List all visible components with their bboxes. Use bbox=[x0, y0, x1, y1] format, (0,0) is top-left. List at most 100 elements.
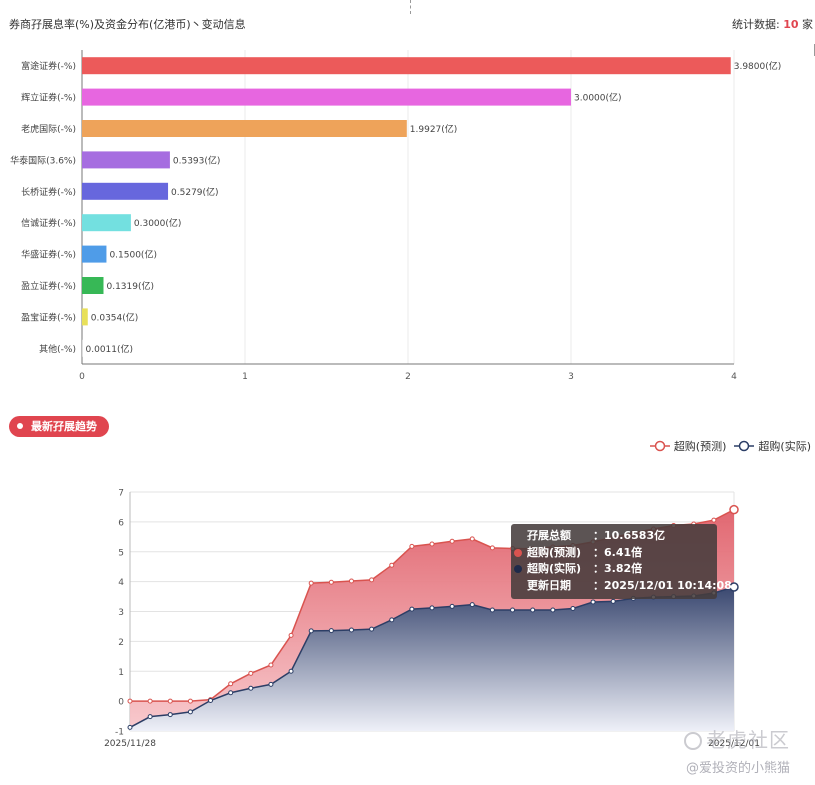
latest-trend-badge[interactable]: 最新孖展趋势 bbox=[9, 416, 109, 437]
actual-point bbox=[729, 582, 739, 592]
bar-value-label: 0.3000(亿) bbox=[134, 217, 182, 229]
category-label: 富途证券(-%) bbox=[21, 60, 76, 72]
y-tick-label: 7 bbox=[118, 489, 124, 499]
y-tick-label: 0 bbox=[118, 698, 124, 708]
tooltip-forecast-dot-icon bbox=[514, 548, 522, 557]
forecast-point bbox=[489, 545, 495, 551]
forecast-point bbox=[469, 536, 475, 542]
actual-point bbox=[489, 607, 495, 613]
category-label: 盈宝证券(-%) bbox=[21, 311, 76, 323]
bar-value-label: 0.5393(亿) bbox=[173, 154, 221, 166]
x-tick-label: 4 bbox=[731, 372, 737, 382]
bar bbox=[82, 182, 169, 200]
actual-point bbox=[530, 607, 536, 613]
bar-value-label: 0.1500(亿) bbox=[109, 249, 157, 261]
actual-point bbox=[208, 698, 214, 704]
tooltip-row-forecast: 超购(预测) ：6.41倍 bbox=[511, 545, 717, 562]
category-label: 盈立证券(-%) bbox=[21, 280, 76, 292]
tooltip-actual-dot-icon bbox=[514, 565, 522, 573]
category-label: 辉立证券(-%) bbox=[21, 92, 76, 104]
bar bbox=[82, 245, 107, 263]
tooltip-label: 孖展总额 bbox=[527, 529, 571, 542]
category-label: 华盛证券(-%) bbox=[21, 249, 76, 261]
legend-item-forecast[interactable]: 超购(预测) bbox=[649, 438, 727, 454]
actual-point bbox=[570, 606, 576, 612]
y-tick-label: 2 bbox=[118, 638, 124, 648]
stats-unit: 家 bbox=[802, 18, 813, 31]
tooltip-actual-value: 3.82倍 bbox=[604, 562, 643, 575]
forecast-point bbox=[127, 698, 133, 704]
bar-chart-title: 券商孖展息率(%)及资金分布(亿港币)丶变动信息 bbox=[9, 18, 246, 31]
tooltip-total-value: 10.6583亿 bbox=[604, 529, 666, 542]
forecast-point bbox=[167, 698, 173, 704]
tooltip-value: ：2025/12/01 10:14:08 bbox=[593, 578, 732, 595]
tooltip-value: ：3.82倍 bbox=[593, 561, 642, 578]
y-tick-label: 3 bbox=[118, 608, 124, 618]
latest-trend-label: 最新孖展趋势 bbox=[31, 420, 97, 433]
category-label: 长桥证券(-%) bbox=[21, 186, 76, 198]
forecast-point bbox=[729, 504, 739, 515]
forecast-point bbox=[248, 670, 254, 676]
watermark-community-text: 老虎社区 bbox=[706, 728, 790, 752]
bar-value-label: 0.5279(亿) bbox=[171, 186, 219, 198]
bar-value-label: 0.0354(亿) bbox=[91, 311, 139, 323]
actual-point bbox=[510, 607, 516, 613]
forecast-point bbox=[328, 579, 334, 585]
actual-point bbox=[147, 714, 153, 720]
forecast-point bbox=[429, 541, 435, 547]
tooltip-sep: ： bbox=[593, 545, 604, 559]
x-end-label: 2025/12/01 bbox=[708, 739, 760, 749]
actual-point bbox=[590, 599, 596, 605]
bar-value-label: 3.9800(亿) bbox=[734, 60, 782, 72]
tooltip-sep: ： bbox=[593, 562, 604, 575]
tooltip-row-total: 孖展总额 ：10.6583亿 bbox=[511, 528, 717, 545]
forecast-point bbox=[369, 577, 375, 583]
forecast-point bbox=[308, 580, 314, 586]
legend-forecast-label: 超购(预测) bbox=[673, 440, 727, 453]
x-tick-label: 1 bbox=[242, 372, 248, 382]
tooltip-label: 超购(预测) bbox=[527, 545, 582, 559]
legend-forecast-icon bbox=[649, 440, 670, 452]
y-tick-label: -1 bbox=[115, 728, 124, 738]
category-label: 信诚证券(-%) bbox=[21, 217, 76, 229]
legend-item-actual[interactable]: 超购(实际) bbox=[734, 438, 811, 454]
broker-bar-chart: 0 1 2 3 4 富途证券(-%) 3.9800(亿) 辉立证券(-%) 3.0000(亿) 老… bbox=[10, 50, 782, 382]
tooltip-row-date: 更新日期 ：2025/12/01 10:14:08 bbox=[511, 578, 732, 595]
tooltip-sep: ： bbox=[593, 578, 604, 592]
category-label: 华泰国际(3.6%) bbox=[10, 154, 76, 166]
bar bbox=[82, 277, 104, 294]
actual-point bbox=[369, 626, 375, 632]
tooltip-value: ：6.41倍 bbox=[593, 545, 642, 562]
y-tick-label: 5 bbox=[118, 548, 124, 558]
bar-value-label: 1.9927(亿) bbox=[410, 123, 458, 135]
x-tick-label: 0 bbox=[79, 372, 85, 382]
top-divider-mark bbox=[410, 0, 411, 14]
forecast-point bbox=[409, 543, 415, 549]
forecast-point bbox=[288, 632, 294, 638]
bar-value-label: 3.0000(亿) bbox=[574, 92, 622, 104]
actual-point bbox=[127, 724, 133, 730]
tooltip-forecast-value: 6.41倍 bbox=[604, 545, 643, 559]
stats-label: 统计数据: bbox=[731, 18, 780, 31]
bar bbox=[82, 308, 88, 326]
bar-value-label: 0.0011(亿) bbox=[86, 343, 134, 355]
tiger-logo-icon bbox=[684, 732, 702, 750]
forecast-point bbox=[147, 698, 153, 704]
y-tick-label: 6 bbox=[118, 518, 124, 528]
watermark-author: @爱投资的小熊猫 bbox=[686, 761, 791, 776]
forecast-point bbox=[711, 517, 717, 523]
category-label: 其他(-%) bbox=[39, 343, 76, 355]
tooltip-row-actual: 超购(实际) ：3.82倍 bbox=[511, 561, 717, 578]
tooltip-sep: ： bbox=[593, 529, 604, 542]
x-tick-label: 2 bbox=[405, 372, 411, 382]
bar bbox=[82, 339, 83, 357]
actual-area bbox=[130, 587, 734, 731]
badge-dot-icon bbox=[17, 423, 23, 429]
actual-point bbox=[610, 598, 616, 604]
actual-point bbox=[389, 617, 395, 623]
y-tick-label: 1 bbox=[118, 668, 124, 678]
bar bbox=[82, 120, 407, 137]
watermark-community: 老虎社区 bbox=[684, 724, 790, 753]
actual-point bbox=[469, 602, 475, 608]
